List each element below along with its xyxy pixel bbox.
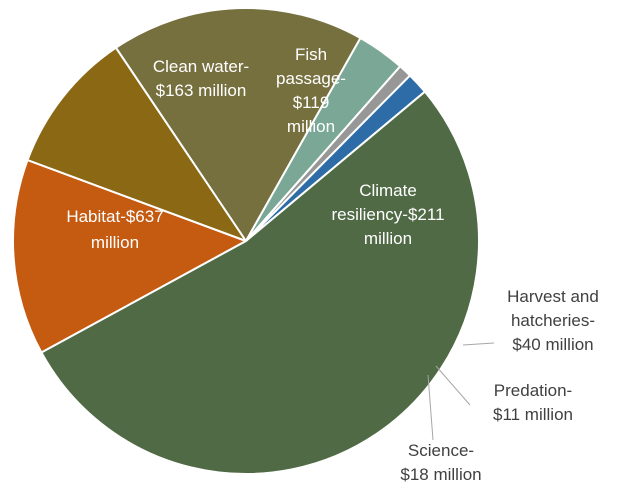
slice-label-science: Science-$18 million (400, 441, 481, 484)
leader-line-predation (435, 365, 471, 406)
pie-slices (12, 7, 480, 475)
slice-label-harvest-and: Harvest and hatcheries-$40 million (507, 287, 599, 354)
slice-label-clean-water: Clean water-$163 million (153, 57, 249, 100)
pie-slice-climate (114, 7, 362, 243)
slice-labels: Clean water-$163 million Fish passage-$119… (66, 45, 599, 484)
pie-slice-clean-water (12, 158, 249, 354)
pie-slice-habitat-637 (40, 90, 480, 475)
leader-lines (427, 342, 495, 441)
leader-line-harvest-and (462, 342, 495, 346)
slice-label-predation: Predation-$11 million (493, 381, 573, 424)
slice-label-climate: Climate resiliency-$211 million (331, 181, 444, 248)
pie-slice-fish (26, 46, 249, 244)
slice-label-habitat-637: Habitat-$637 million (66, 207, 163, 252)
slice-label-fish: Fish passage-$119 million (276, 45, 346, 136)
leader-line-science (427, 374, 434, 441)
